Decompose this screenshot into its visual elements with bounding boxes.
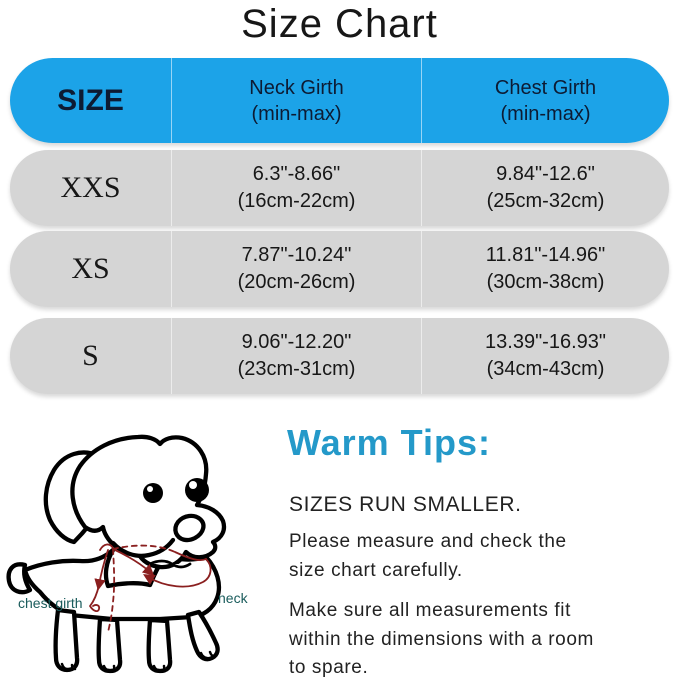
svg-text:chest girth: chest girth bbox=[18, 595, 83, 611]
svg-text:neck: neck bbox=[218, 590, 249, 606]
